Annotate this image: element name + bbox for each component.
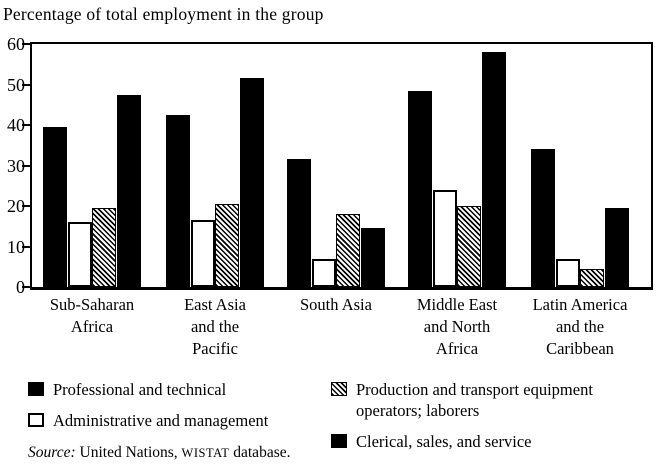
legend-label: Production and transport equipment opera…	[356, 380, 593, 420]
legend-item: Production and transport equipment opera…	[331, 379, 655, 421]
y-axis-tick-label: 50	[7, 74, 25, 95]
x-axis-label: South Asia	[300, 295, 372, 314]
y-axis-tick-mark	[22, 124, 31, 126]
legend-item: Administrative and management	[28, 410, 328, 431]
source-label: Source:	[28, 444, 76, 461]
bar	[555, 259, 580, 287]
legend-swatch-solid-black	[331, 434, 347, 448]
bar	[457, 206, 482, 287]
bar	[336, 214, 361, 287]
bar-group	[166, 78, 264, 287]
bar	[215, 204, 240, 287]
bar	[432, 190, 457, 287]
bar	[166, 115, 190, 287]
legend-label: Professional and technical	[53, 380, 227, 399]
bar	[408, 91, 432, 287]
legend-swatch-hatched	[331, 382, 347, 396]
legend-column-right: Production and transport equipment opera…	[331, 379, 655, 462]
bar	[190, 220, 215, 287]
bar-group	[531, 149, 629, 287]
legend-label: Clerical, sales, and service	[356, 432, 532, 451]
x-axis-label: East Asia and the Pacific	[184, 295, 246, 358]
y-axis-tick-mark	[22, 83, 31, 86]
bar	[531, 149, 555, 287]
source-database-name: WISTAT	[181, 446, 230, 460]
bar-group	[43, 95, 141, 287]
legend-column-left: Professional and technical Administrative…	[28, 379, 328, 441]
y-axis-tick-label: 10	[7, 236, 25, 257]
bar	[287, 159, 311, 287]
bar	[604, 208, 629, 287]
source-note: Source: United Nations, WISTAT database.	[28, 444, 290, 462]
bar	[360, 228, 385, 287]
bar	[239, 78, 264, 287]
bar-group	[287, 159, 385, 287]
y-axis-tick-label: 30	[7, 155, 25, 176]
bar	[43, 127, 67, 287]
legend-swatch-white-outline	[28, 413, 44, 427]
x-axis-label: Middle East and North Africa	[416, 295, 498, 358]
y-axis-tick-mark	[22, 245, 31, 248]
x-axis-label: Sub-Saharan Africa	[49, 295, 135, 336]
y-axis-tick-mark	[22, 43, 31, 45]
source-text-2: database.	[229, 444, 291, 461]
bar	[116, 95, 141, 287]
source-text-1: United Nations,	[75, 444, 182, 461]
y-axis-tick-label: 20	[7, 196, 25, 216]
y-axis-tick-mark	[22, 286, 31, 288]
bar-group	[408, 52, 506, 287]
y-axis-tick-mark	[22, 164, 31, 167]
bar	[92, 208, 117, 287]
bar	[311, 259, 336, 287]
legend-label: Administrative and management	[53, 411, 269, 430]
y-axis-tick-mark	[22, 205, 31, 207]
legend-swatch-solid-black	[28, 382, 44, 396]
legend-item: Clerical, sales, and service	[331, 431, 655, 452]
bar	[67, 222, 92, 287]
bar	[580, 269, 605, 287]
y-axis-tick-label: 40	[7, 115, 25, 135]
chart-title: Percentage of total employment in the gr…	[3, 4, 324, 24]
bar	[481, 52, 506, 287]
y-axis-tick-label: 60	[7, 34, 25, 54]
legend-item: Professional and technical	[28, 379, 328, 400]
plot-area	[30, 42, 653, 290]
x-axis-label: Latin America and the Caribbean	[532, 295, 628, 358]
y-axis-tick-label: 0	[16, 277, 25, 297]
